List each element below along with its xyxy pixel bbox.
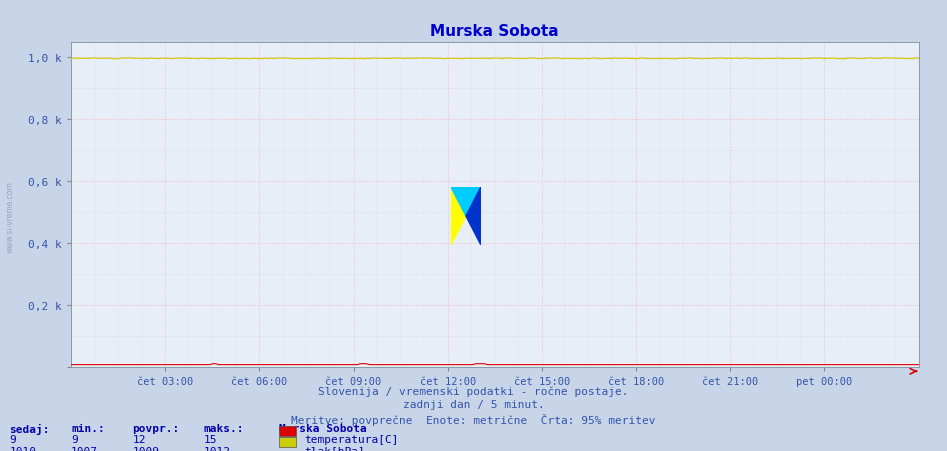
Title: Murska Sobota: Murska Sobota [431,24,559,39]
Text: 12: 12 [133,434,146,444]
Text: Murska Sobota: Murska Sobota [279,423,367,433]
Text: povpr.:: povpr.: [133,423,180,433]
Text: sedaj:: sedaj: [9,423,50,433]
Text: tlak[hPa]: tlak[hPa] [304,446,365,451]
Text: temperatura[C]: temperatura[C] [304,434,399,444]
Text: 1007: 1007 [71,446,98,451]
Text: maks.:: maks.: [204,423,244,433]
Text: www.si-vreme.com: www.si-vreme.com [6,180,15,253]
Text: 1012: 1012 [204,446,231,451]
Text: 9: 9 [9,434,16,444]
Polygon shape [451,187,466,246]
Text: min.:: min.: [71,423,105,433]
Text: 15: 15 [204,434,217,444]
Text: 9: 9 [71,434,78,444]
Text: zadnji dan / 5 minut.: zadnji dan / 5 minut. [402,399,545,409]
Polygon shape [451,187,481,216]
Text: Meritve: povprečne  Enote: metrične  Črta: 95% meritev: Meritve: povprečne Enote: metrične Črta:… [292,413,655,425]
Polygon shape [466,187,481,246]
Text: 1009: 1009 [133,446,160,451]
Text: Slovenija / vremenski podatki - ročne postaje.: Slovenija / vremenski podatki - ročne po… [318,386,629,396]
Text: 1010: 1010 [9,446,37,451]
